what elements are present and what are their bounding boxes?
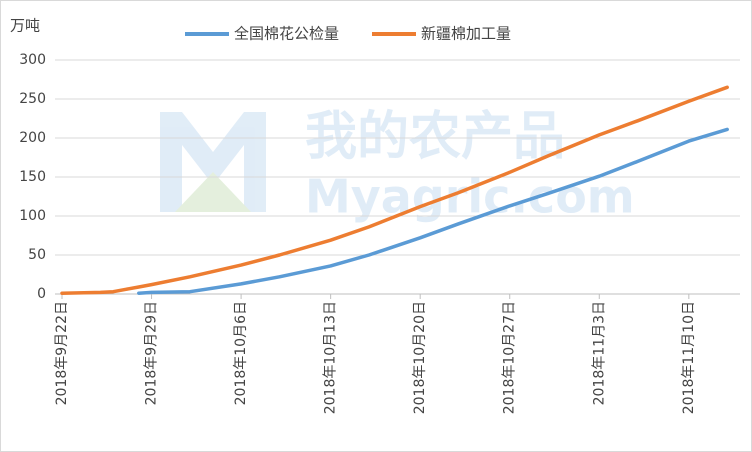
- x-tick-label: 2018年10月27日: [502, 301, 518, 414]
- y-tick-label: 0: [37, 286, 46, 302]
- x-tick-label: 2018年9月29日: [144, 301, 160, 405]
- watermark-logo: [160, 112, 266, 212]
- series-line: [137, 127, 729, 295]
- watermark-text: Myagric.com: [305, 170, 635, 224]
- y-tick-label: 200: [19, 130, 46, 146]
- y-tick-label: 300: [19, 52, 46, 68]
- x-tick-label: 2018年9月22日: [54, 301, 70, 405]
- y-tick-label: 100: [19, 208, 46, 224]
- y-tick-label: 250: [19, 91, 46, 107]
- y-tick-label: 50: [28, 247, 46, 263]
- legend-label: 新疆棉加工量: [421, 25, 511, 43]
- watermark-text: 我的农产品: [305, 107, 565, 167]
- y-tick-label: 150: [19, 169, 46, 185]
- x-tick-label: 2018年10月6日: [233, 301, 249, 405]
- legend-label: 全国棉花公检量: [234, 25, 339, 43]
- x-tick-label: 2018年10月20日: [412, 301, 428, 414]
- y-unit: 万吨: [10, 17, 40, 35]
- series-line: [60, 85, 729, 295]
- x-tick-label: 2018年11月3日: [591, 301, 607, 405]
- x-tick-label: 2018年10月13日: [323, 301, 339, 414]
- x-tick-label: 2018年11月10日: [681, 301, 697, 414]
